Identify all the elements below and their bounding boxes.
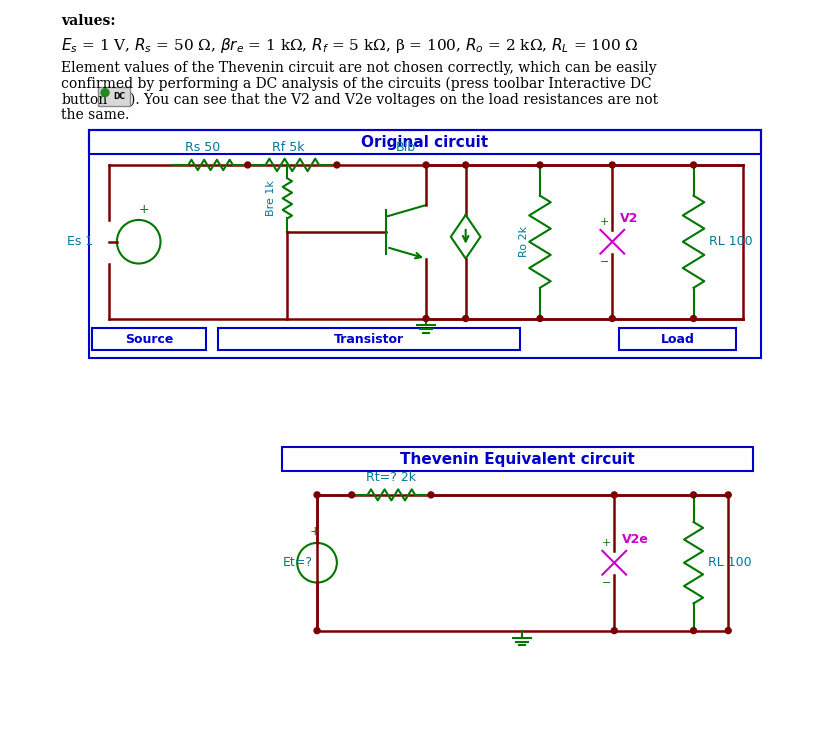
Text: Thevenin Equivalent circuit: Thevenin Equivalent circuit	[400, 452, 635, 467]
Circle shape	[690, 316, 696, 322]
Text: Et=?: Et=?	[282, 557, 313, 569]
Circle shape	[428, 492, 434, 498]
Text: +: +	[309, 525, 320, 538]
Text: −: −	[600, 257, 609, 266]
Text: RL 100: RL 100	[709, 557, 752, 569]
Text: $\mathit{E_s}$ = 1 V, $\mathit{R_s}$ = 50 Ω, $\mathit{\beta r_e}$ = 1 kΩ, $\math: $\mathit{E_s}$ = 1 V, $\mathit{R_s}$ = 5…	[62, 36, 639, 55]
Text: +: +	[138, 203, 149, 216]
Circle shape	[725, 492, 731, 498]
Text: Source: Source	[125, 333, 174, 346]
Text: BIb: BIb	[396, 141, 416, 154]
Text: confirmed by performing a DC analysis of the circuits (press toolbar Interactive: confirmed by performing a DC analysis of…	[62, 77, 652, 91]
Text: +: +	[602, 538, 611, 548]
FancyBboxPatch shape	[98, 87, 130, 106]
Text: RL 100: RL 100	[709, 235, 753, 248]
Circle shape	[611, 628, 617, 634]
Text: Element values of the Thevenin circuit are not chosen correctly, which can be ea: Element values of the Thevenin circuit a…	[62, 61, 657, 75]
Text: V2: V2	[621, 212, 639, 225]
Text: Bre 1k: Bre 1k	[267, 180, 277, 216]
Text: values:: values:	[62, 14, 116, 28]
Text: Ro 2k: Ro 2k	[519, 226, 529, 257]
Text: −: −	[602, 577, 611, 588]
Circle shape	[314, 492, 320, 498]
Circle shape	[423, 316, 429, 322]
Circle shape	[101, 89, 109, 96]
Circle shape	[537, 162, 543, 168]
Circle shape	[537, 316, 543, 322]
Text: Transistor: Transistor	[334, 333, 404, 346]
Circle shape	[725, 628, 731, 634]
Text: DC: DC	[113, 91, 125, 100]
Text: Rt=? 2k: Rt=? 2k	[366, 471, 416, 484]
Text: V2e: V2e	[622, 533, 649, 546]
Circle shape	[349, 492, 355, 498]
Circle shape	[609, 316, 616, 322]
Circle shape	[690, 628, 696, 634]
Circle shape	[334, 162, 340, 168]
Circle shape	[690, 492, 696, 498]
Circle shape	[314, 628, 320, 634]
Text: button: button	[62, 93, 108, 107]
Circle shape	[690, 162, 696, 168]
Text: Es 1: Es 1	[67, 235, 94, 248]
Circle shape	[463, 316, 468, 322]
Text: Rs 50: Rs 50	[185, 141, 221, 154]
Circle shape	[611, 492, 617, 498]
Text: Rf 5k: Rf 5k	[272, 141, 304, 154]
Circle shape	[423, 162, 429, 168]
Text: +: +	[600, 217, 609, 227]
Circle shape	[463, 162, 468, 168]
Text: Original circuit: Original circuit	[361, 135, 489, 150]
Circle shape	[609, 162, 616, 168]
Text: ). You can see that the V2 and V2e voltages on the load resistances are not: ). You can see that the V2 and V2e volta…	[130, 93, 658, 107]
Text: the same.: the same.	[62, 108, 130, 123]
Text: Load: Load	[661, 333, 695, 346]
Circle shape	[244, 162, 251, 168]
